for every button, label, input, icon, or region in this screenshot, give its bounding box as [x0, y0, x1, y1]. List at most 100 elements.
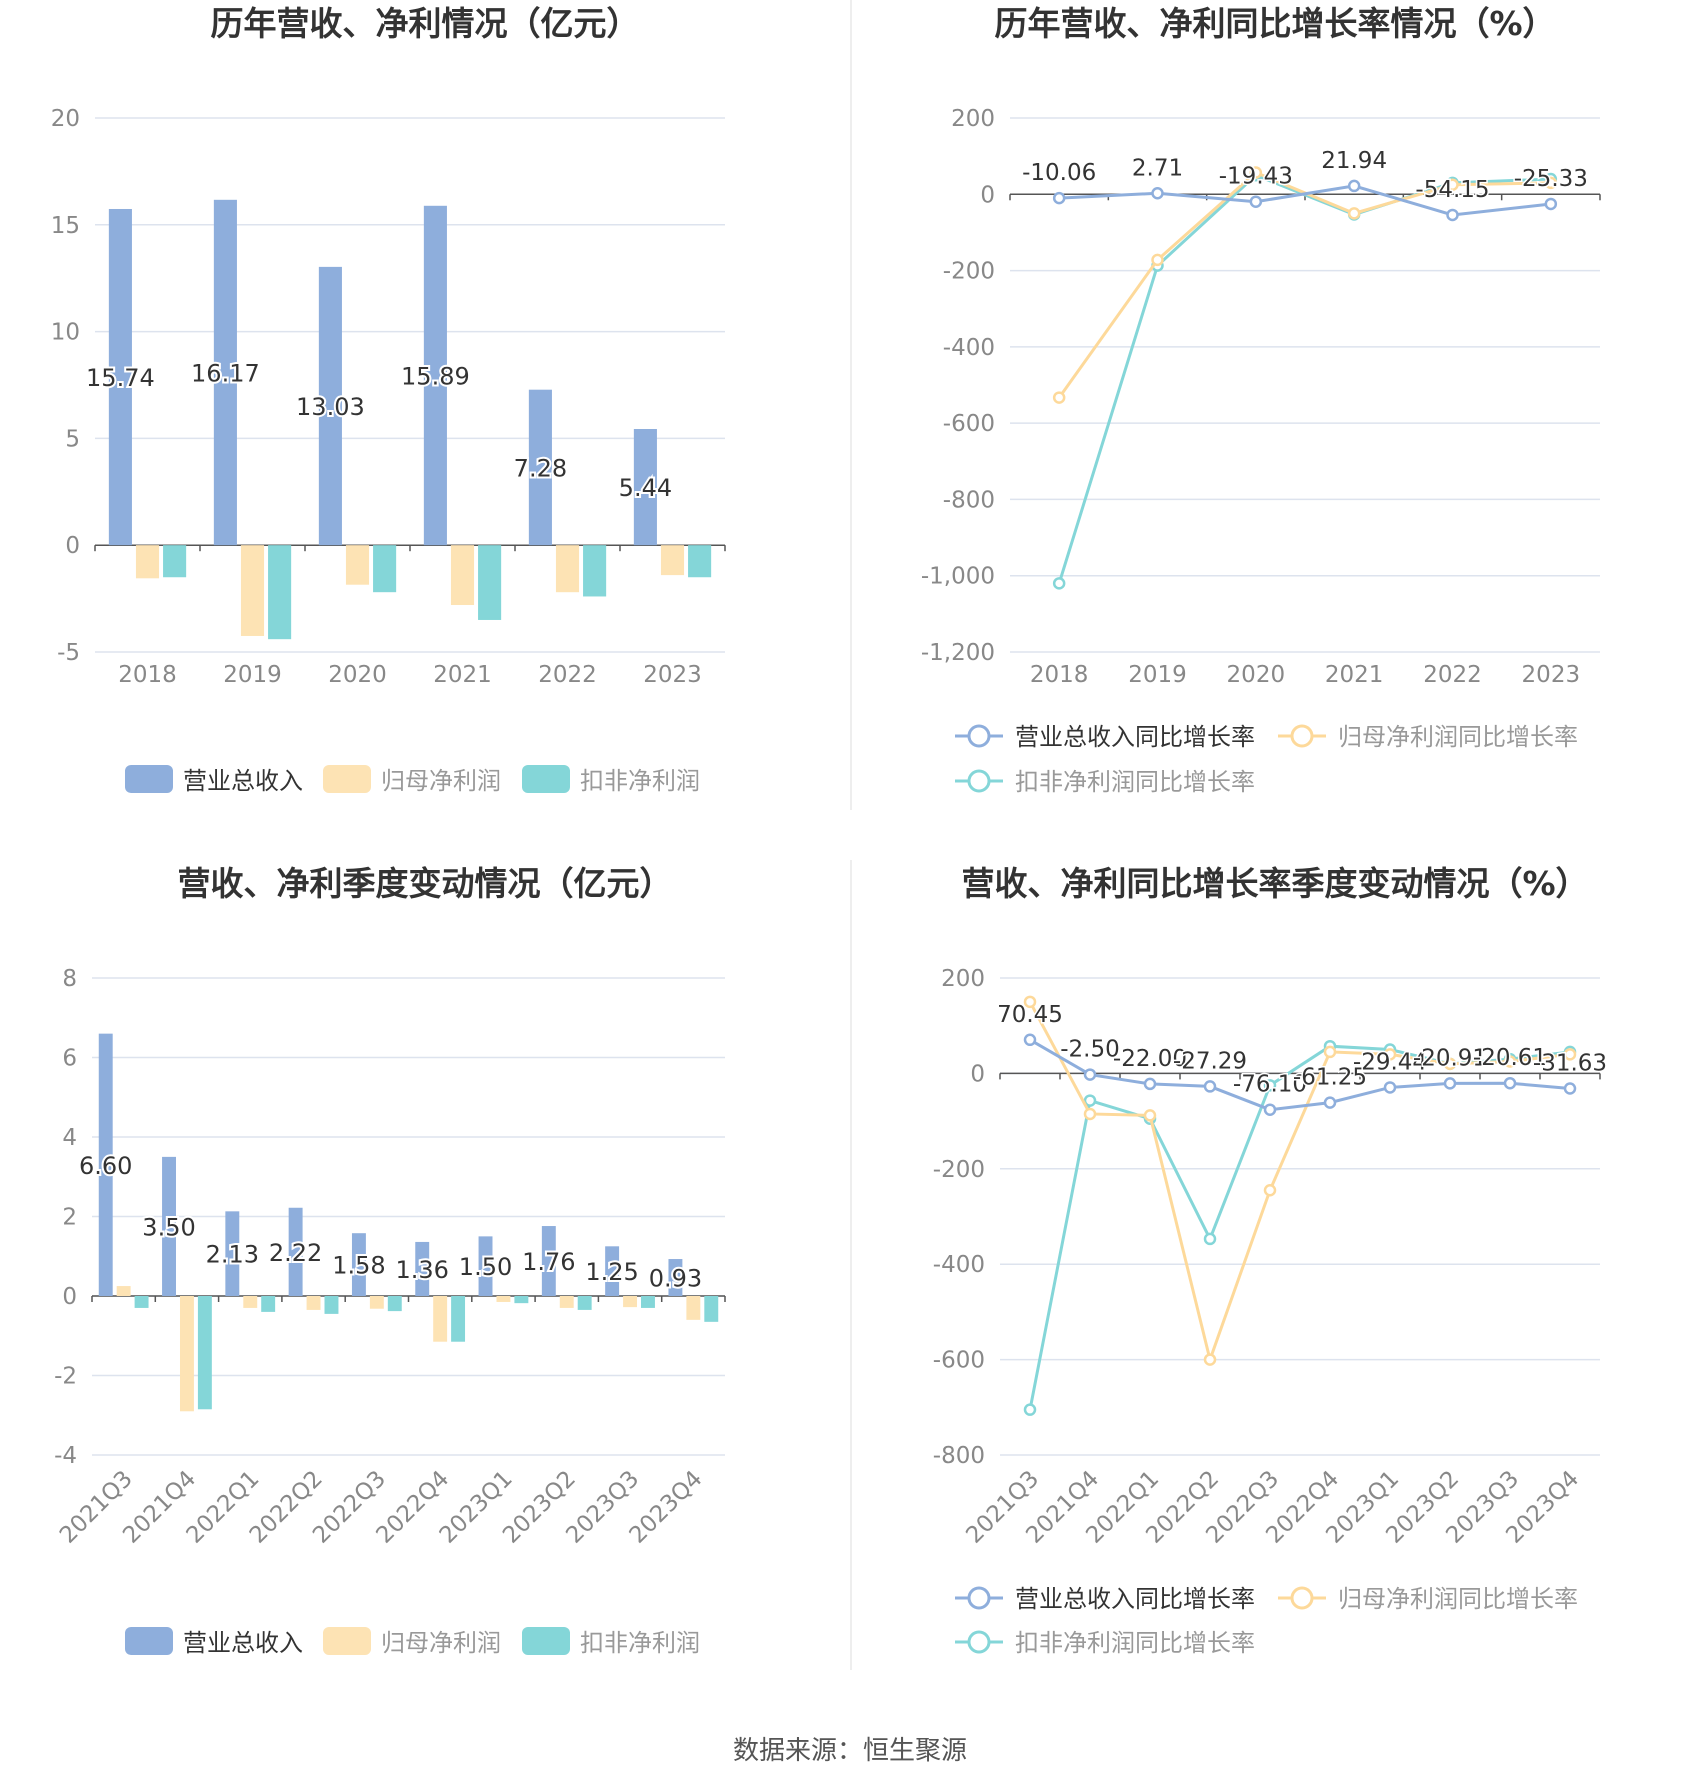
line-data-label: -31.63	[1533, 1050, 1607, 1076]
bar-2	[116, 1286, 131, 1296]
bar-3	[514, 1296, 529, 1304]
line-data-label: -2.50	[1060, 1037, 1120, 1063]
legend-label: 归母净利润同比增长率	[1338, 723, 1578, 751]
bar-3	[261, 1296, 276, 1312]
bar-3	[387, 1296, 402, 1312]
bar-3	[688, 545, 712, 578]
x-tick-label: 2018	[118, 662, 177, 688]
bar-1	[162, 1156, 176, 1296]
chart-title: 历年营收、净利情况（亿元）	[211, 4, 640, 43]
bar-2	[450, 545, 475, 606]
y-tick-label: -200	[933, 1157, 985, 1183]
y-tick-label: 5	[65, 426, 80, 452]
data-source-label: 数据来源：恒生聚源	[732, 1736, 967, 1766]
series-point-2	[1083, 1107, 1097, 1121]
series-point-2	[1052, 391, 1066, 404]
series-point-2	[1443, 1057, 1457, 1071]
legend-label: 营业总收入	[183, 767, 303, 795]
y-tick-label: -800	[933, 1443, 985, 1469]
bar-1	[415, 1241, 430, 1296]
y-tick-label: 15	[51, 213, 80, 239]
series-point-3	[1083, 1094, 1097, 1107]
chart-panel-2: 历年营收、净利同比增长率情况（%） -1,200 -1,000 -800 -600 -40…	[921, 4, 1601, 796]
legend-swatch	[125, 1627, 173, 1655]
bar-1	[213, 199, 237, 546]
bar-1	[528, 389, 552, 546]
series-point-2	[1563, 1048, 1577, 1061]
series-point-2	[1446, 178, 1459, 191]
series-point-1	[1446, 208, 1459, 222]
series-point-2	[1544, 176, 1558, 190]
bar-1	[633, 429, 657, 546]
bar-data-label: 0.93	[649, 1265, 702, 1293]
series-point-1	[1544, 197, 1558, 211]
bar-data-label: 5.44	[619, 474, 672, 502]
series-point-2	[1249, 166, 1263, 179]
bar-2	[240, 545, 265, 636]
y-tick-label: -800	[943, 487, 995, 513]
chart-panel-1: 历年营收、净利情况（亿元） -5 0 5 10 15 20 2018 2019 2020 2021 2…	[51, 4, 726, 795]
chart-title: 历年营收、净利同比增长率情况（%）	[994, 4, 1555, 43]
y-tick-label: -400	[943, 335, 995, 361]
legend-label: 归母净利润同比增长率	[1338, 1585, 1578, 1613]
bar-1	[423, 205, 447, 546]
line-data-label: -19.43	[1219, 164, 1293, 190]
series-point-2	[1263, 1184, 1277, 1197]
bar-data-label: 1.25	[585, 1258, 638, 1286]
bar-data-label: 7.28	[514, 454, 567, 482]
chart-title: 营收、净利同比增长率季度变动情况（%）	[961, 864, 1588, 903]
series-point-1	[1083, 1068, 1097, 1081]
series-point-1	[1563, 1082, 1577, 1095]
series-point-2	[1347, 207, 1361, 220]
bar-data-label: 15.89	[401, 362, 470, 390]
line-data-label: -20.91	[1413, 1045, 1487, 1071]
legend-label: 扣非净利润	[580, 1629, 700, 1657]
y-tick-label: -1,000	[921, 564, 995, 590]
line-data-label: -25.33	[1514, 166, 1588, 192]
legend-label: 归母净利润	[381, 1629, 501, 1657]
series-point-2	[1383, 1048, 1397, 1061]
y-tick-label: 0	[62, 1284, 77, 1310]
bar-data-label: 2.22	[269, 1239, 322, 1267]
x-tick-label: 2021	[1325, 662, 1384, 688]
bar-3	[577, 1296, 592, 1310]
line-data-label: -20.61	[1473, 1045, 1547, 1071]
legend-swatch-marker	[967, 724, 991, 748]
y-tick-label: -5	[57, 640, 80, 666]
legend-label: 营业总收入同比增长率	[1015, 723, 1255, 751]
series-point-1	[1023, 1033, 1037, 1047]
bar-data-label: 1.36	[396, 1256, 449, 1284]
bar-3	[268, 545, 292, 640]
legend-swatch	[323, 765, 371, 793]
bar-1	[351, 1233, 366, 1296]
legend-swatch-marker	[1290, 724, 1314, 748]
bar-1	[288, 1207, 303, 1296]
line-data-label: -76.10	[1233, 1072, 1307, 1098]
bar-data-label: 2.13	[206, 1241, 259, 1269]
line-data-label: 70.45	[997, 1002, 1063, 1028]
line-data-label: -61.25	[1293, 1065, 1367, 1091]
bar-1	[605, 1246, 620, 1296]
x-tick-label: 2020	[1227, 662, 1286, 688]
bar-data-label: 15.74	[86, 364, 155, 392]
y-tick-label: 8	[62, 966, 77, 992]
legend-label: 营业总收入	[183, 1629, 303, 1657]
legend-swatch	[522, 765, 570, 793]
x-tick-label: 2023	[643, 662, 702, 688]
series-point-1	[1052, 191, 1066, 205]
bar-1	[318, 266, 342, 546]
x-tick-label: 2020	[328, 662, 387, 688]
series-point-3	[1023, 1403, 1037, 1416]
bar-data-label: 16.17	[191, 360, 260, 388]
bar-2	[243, 1296, 258, 1308]
y-tick-label: 0	[65, 533, 80, 559]
chart-title: 营收、净利季度变动情况（亿元）	[178, 864, 673, 903]
y-tick-label: 200	[951, 106, 995, 132]
legend-swatch	[125, 765, 173, 793]
chart-panel-3: 营收、净利季度变动情况（亿元）-4-2024682021Q32021Q42022…	[54, 864, 726, 1657]
line-data-label: -27.29	[1173, 1048, 1247, 1074]
bar-3	[163, 545, 187, 578]
bar-3	[641, 1296, 655, 1308]
y-tick-label: 0	[970, 1061, 985, 1087]
